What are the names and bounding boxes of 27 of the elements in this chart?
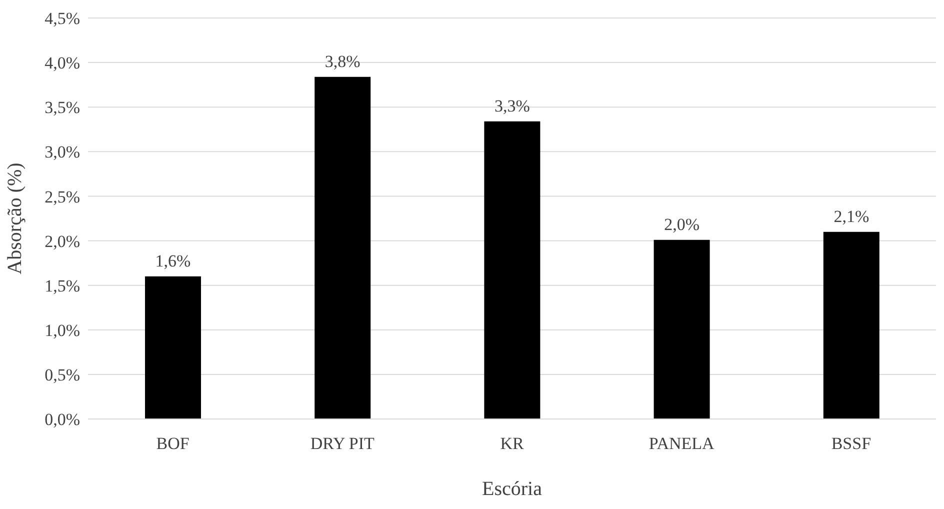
y-tick-label: 3,0% xyxy=(44,142,80,162)
bar xyxy=(484,121,540,419)
x-tick-label: BOF xyxy=(156,434,190,454)
bar xyxy=(314,76,371,419)
x-tick-label: BSSF xyxy=(831,434,872,454)
x-tick-label: PANELA xyxy=(648,434,716,454)
y-tick-label: 2,5% xyxy=(44,187,80,206)
y-tick-label: 0,0% xyxy=(44,410,80,430)
data-label: 3,8% xyxy=(324,52,360,71)
x-axis-title: Escória xyxy=(482,478,542,500)
y-tick-label: 3,5% xyxy=(44,98,80,118)
y-tick-label: 1,0% xyxy=(44,320,80,340)
bar xyxy=(823,232,880,419)
y-axis-title: Absorção (%) xyxy=(4,162,26,274)
x-tick-label: KR xyxy=(500,434,524,454)
data-label: 2,0% xyxy=(664,214,700,234)
y-tick-label: 0,5% xyxy=(44,365,80,384)
bar xyxy=(145,276,201,419)
x-tick-label: DRY PIT xyxy=(310,434,376,454)
y-tick-label: 4,0% xyxy=(44,54,80,73)
data-label: 3,3% xyxy=(494,96,530,116)
data-label: 2,1% xyxy=(834,206,870,226)
bar xyxy=(654,240,710,419)
data-label: 1,6% xyxy=(155,251,191,270)
y-tick-label: 4,5% xyxy=(44,9,80,28)
y-tick-label: 1,5% xyxy=(44,276,80,296)
y-tick-label: 2,0% xyxy=(44,232,80,251)
